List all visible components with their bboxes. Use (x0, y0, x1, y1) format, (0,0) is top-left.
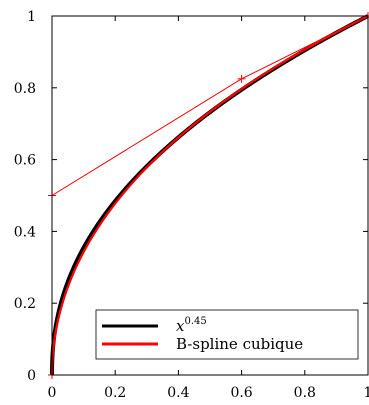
x-tick-label-5: 1 (364, 385, 369, 401)
x-tick-label-2: 0.4 (167, 385, 189, 401)
legend-label-power: x0.45 (176, 316, 207, 335)
y-tick-label-4: 0.8 (14, 81, 36, 97)
y-tick-label-2: 0.4 (14, 224, 36, 240)
y-tick-label-0: 0 (27, 368, 36, 384)
legend: x0.45 B-spline cubique (95, 309, 359, 360)
plot-frame (51, 15, 369, 376)
legend-label-exponent: 0.45 (184, 316, 206, 327)
x-tick-label-4: 0.8 (294, 385, 316, 401)
x-tick-label-3: 0.6 (230, 385, 252, 401)
y-tick-label-1: 0.2 (14, 296, 36, 312)
y-tick-label-5: 1 (27, 9, 36, 25)
tick-labels: 0 0.2 0.4 0.6 0.8 1 0 0.2 0.4 0.6 0.8 1 (14, 9, 369, 401)
y-tick-label-3: 0.6 (14, 153, 36, 169)
legend-label-base: x (176, 317, 185, 335)
legend-label-bspline: B-spline cubique (176, 335, 303, 353)
x-tick-label-1: 0.2 (104, 385, 126, 401)
x-tick-label-0: 0 (48, 385, 57, 401)
series-bspline (50, 15, 369, 376)
legend-box (95, 309, 359, 360)
